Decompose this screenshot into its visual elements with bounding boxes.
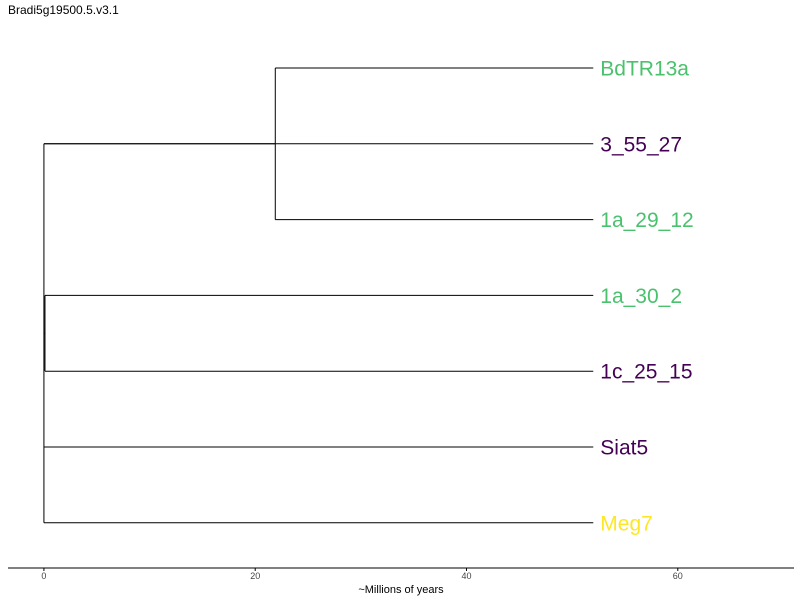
x-axis-ticks: 0 20 40 60 — [41, 568, 682, 581]
x-tick-label: 20 — [250, 571, 260, 581]
tree-branches — [44, 68, 593, 523]
leaf-label: 3_55_27 — [600, 133, 682, 156]
x-axis-title: ~Millions of years — [358, 584, 444, 596]
leaf-label: 1c_25_15 — [600, 361, 692, 384]
leaf-label: 1a_29_12 — [600, 209, 693, 232]
leaf-label: Meg7 — [600, 512, 653, 535]
leaf-label: 1a_30_2 — [600, 285, 682, 308]
x-tick-label: 0 — [41, 571, 46, 581]
leaf-label: BdTR13a — [600, 58, 689, 81]
leaf-labels: BdTR13a 3_55_27 1a_29_12 1a_30_2 1c_25_15 Sia… — [600, 58, 693, 536]
x-tick-label: 40 — [461, 571, 471, 581]
x-axis: 0 20 40 60 ~Millions of years — [8, 568, 794, 596]
x-tick-label: 60 — [673, 571, 683, 581]
leaf-label: Siat5 — [600, 437, 648, 460]
